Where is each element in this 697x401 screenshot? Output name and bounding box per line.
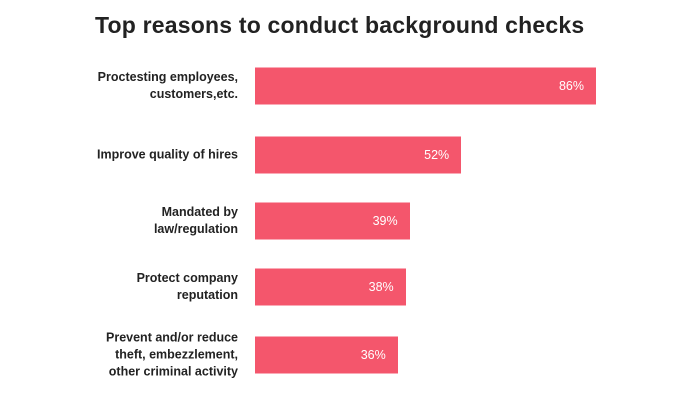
bar: [255, 136, 462, 174]
value-label: 52%: [424, 148, 450, 162]
value-label: 36%: [360, 348, 386, 362]
bar: [255, 336, 398, 374]
bar: [255, 67, 596, 105]
chart-title: Top reasons to conduct background checks: [95, 12, 585, 38]
category-label: Prevent and/or reduce theft, embezzlemen…: [106, 330, 238, 379]
category-label: Protect company reputation: [136, 271, 238, 302]
category-label: Proctesting employees, customers,etc.: [97, 70, 238, 101]
value-label: 39%: [372, 214, 398, 228]
category-label: Mandated by law/regulation: [153, 205, 238, 236]
bar: [255, 268, 406, 306]
value-label: 86%: [558, 79, 584, 93]
value-label: 38%: [368, 280, 394, 294]
bar: [255, 202, 410, 240]
category-label: Improve quality of hires: [96, 147, 238, 162]
